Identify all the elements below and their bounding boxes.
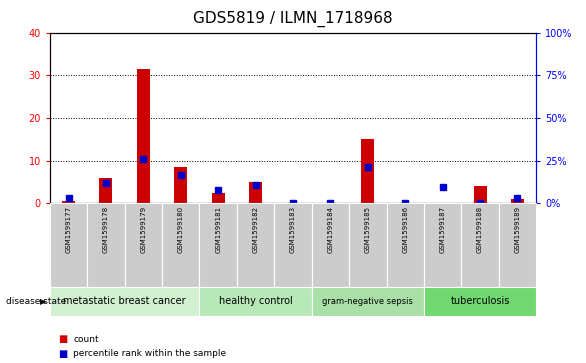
- Bar: [125, 203, 162, 287]
- Text: percentile rank within the sample: percentile rank within the sample: [73, 350, 226, 358]
- Bar: [424, 203, 461, 287]
- Bar: [199, 203, 237, 287]
- Bar: [162, 203, 199, 287]
- Bar: [62, 201, 75, 203]
- Bar: [473, 186, 486, 203]
- Bar: [237, 203, 274, 287]
- Text: GSM1599187: GSM1599187: [440, 206, 446, 253]
- Text: GSM1599177: GSM1599177: [66, 206, 71, 253]
- Bar: [312, 287, 424, 316]
- Text: GSM1599182: GSM1599182: [253, 206, 258, 253]
- Text: GSM1599188: GSM1599188: [477, 206, 483, 253]
- Text: ▶: ▶: [40, 297, 47, 306]
- Text: gram-negative sepsis: gram-negative sepsis: [322, 297, 413, 306]
- Text: tuberculosis: tuberculosis: [451, 296, 510, 306]
- Text: disease state: disease state: [6, 297, 66, 306]
- Text: GSM1599189: GSM1599189: [515, 206, 520, 253]
- Text: GDS5819 / ILMN_1718968: GDS5819 / ILMN_1718968: [193, 11, 393, 27]
- Bar: [50, 287, 199, 316]
- Text: count: count: [73, 335, 99, 344]
- Bar: [137, 69, 150, 203]
- Bar: [362, 139, 374, 203]
- Bar: [199, 287, 312, 316]
- Bar: [349, 203, 387, 287]
- Bar: [499, 203, 536, 287]
- Text: GSM1599183: GSM1599183: [290, 206, 296, 253]
- Bar: [212, 193, 224, 203]
- Bar: [174, 167, 188, 203]
- Bar: [100, 178, 113, 203]
- Bar: [511, 199, 524, 203]
- Text: healthy control: healthy control: [219, 296, 292, 306]
- Text: GSM1599180: GSM1599180: [178, 206, 184, 253]
- Text: ■: ■: [59, 334, 68, 344]
- Bar: [249, 182, 262, 203]
- Text: GSM1599186: GSM1599186: [402, 206, 408, 253]
- Bar: [424, 287, 536, 316]
- Text: metastatic breast cancer: metastatic breast cancer: [63, 296, 186, 306]
- Text: ■: ■: [59, 349, 68, 359]
- Bar: [87, 203, 125, 287]
- Text: GSM1599179: GSM1599179: [140, 206, 146, 253]
- Text: GSM1599178: GSM1599178: [103, 206, 109, 253]
- Bar: [50, 203, 87, 287]
- Text: GSM1599185: GSM1599185: [365, 206, 371, 253]
- Bar: [312, 203, 349, 287]
- Bar: [461, 203, 499, 287]
- Bar: [387, 203, 424, 287]
- Text: GSM1599181: GSM1599181: [215, 206, 221, 253]
- Bar: [274, 203, 312, 287]
- Text: GSM1599184: GSM1599184: [328, 206, 333, 253]
